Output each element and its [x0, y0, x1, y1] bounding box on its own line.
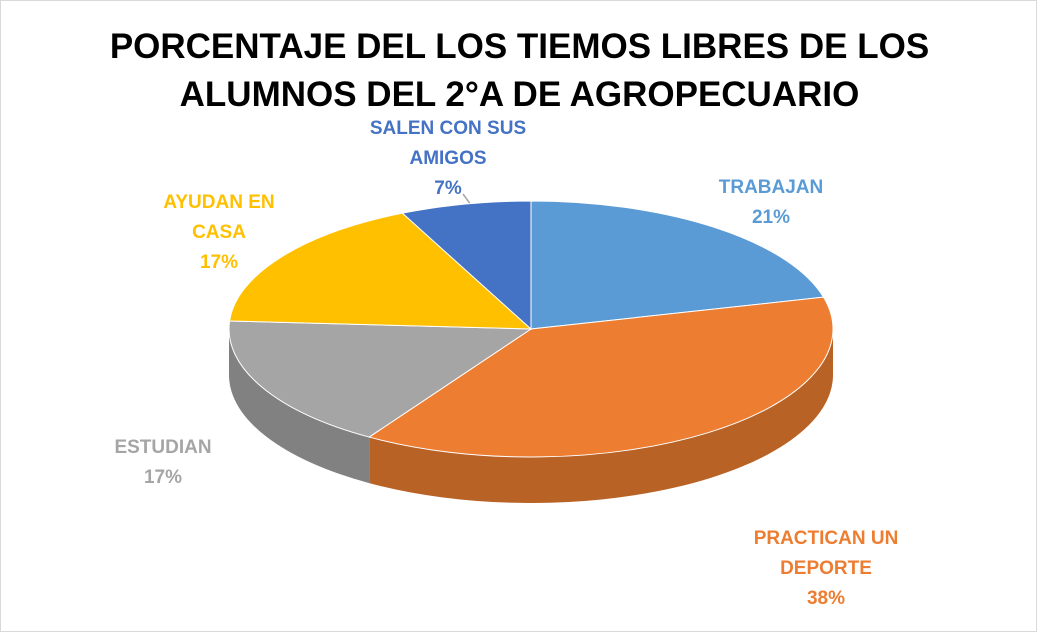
category-label: ESTUDIAN: [114, 437, 212, 458]
data-label: AYUDAN EN CASA 17%: [139, 188, 299, 278]
pie-tops: [228, 200, 834, 458]
data-label: ESTUDIAN 17%: [93, 433, 233, 493]
data-label: TRABAJAN 21%: [701, 173, 841, 233]
category-label: PRACTICAN UN DEPORTE: [753, 528, 899, 579]
pie-sides: [229, 329, 833, 503]
pie-slice: [401, 200, 532, 331]
pie-slice: [367, 296, 834, 458]
pie-slice: [530, 200, 825, 330]
chart-title: PORCENTAJE DEL LOS TIEMOS LIBRES DE LOS …: [109, 27, 930, 114]
category-label: TRABAJAN: [718, 177, 824, 198]
category-label: AYUDAN EN CASA: [163, 192, 275, 243]
pie-side: [229, 329, 370, 484]
pie-slice: [228, 320, 533, 438]
value-label: 38%: [806, 588, 846, 609]
data-label: PRACTICAN UN DEPORTE 38%: [726, 524, 926, 614]
value-label: 17%: [143, 467, 183, 488]
value-label: 17%: [199, 252, 239, 273]
value-label: 7%: [434, 178, 462, 199]
category-label: SALEN CON SUS AMIGOS: [369, 118, 527, 169]
pie-slice: [229, 212, 533, 330]
value-label: 21%: [751, 207, 791, 228]
pie-side: [369, 329, 833, 503]
data-label: SALEN CON SUS AMIGOS 7%: [348, 114, 548, 204]
